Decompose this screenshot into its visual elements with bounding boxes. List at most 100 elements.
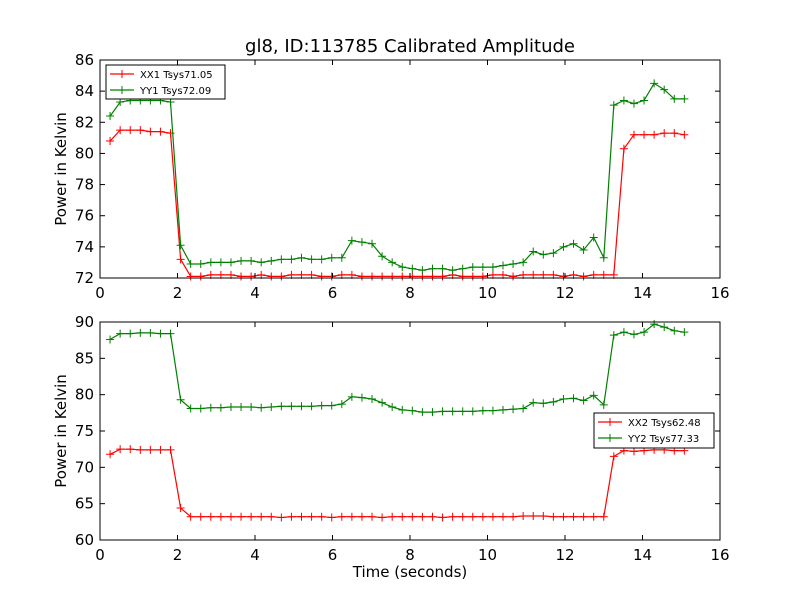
top-point-marker <box>509 259 518 268</box>
bottom-point-marker <box>206 512 215 521</box>
bottom-y-tick-label: 90 <box>75 313 94 331</box>
bottom-point-marker <box>176 395 185 404</box>
top-point-marker <box>478 272 487 281</box>
bottom-point-marker <box>428 512 437 521</box>
bottom-point-marker <box>196 404 205 413</box>
bottom-legend-label-yy2: YY2 Tsys77.33 <box>627 434 699 445</box>
bottom-point-marker <box>357 393 366 402</box>
top-point-marker <box>378 272 387 281</box>
bottom-point-marker <box>136 328 145 337</box>
bottom-y-tick-label: 65 <box>75 495 94 513</box>
top-point-marker <box>458 264 467 273</box>
bottom-point-marker <box>327 513 336 522</box>
top-ticks-layer: 0 2 4 6 8 10 12 14 16 72 74 76 78 80 82 84 86 <box>75 51 730 302</box>
top-point-marker <box>398 263 407 272</box>
top-point-marker <box>237 272 246 281</box>
top-point-marker <box>589 233 598 242</box>
bottom-point-marker <box>216 403 225 412</box>
bottom-y-tick-label: 85 <box>75 349 94 367</box>
bottom-point-marker <box>317 401 326 410</box>
bottom-point-marker <box>609 452 618 461</box>
top-x-tick-label: 4 <box>250 284 260 302</box>
top-point-marker <box>499 261 507 270</box>
bottom-point-marker <box>418 408 427 417</box>
top-y-tick-label: 80 <box>75 144 94 162</box>
bottom-point-marker <box>277 513 286 522</box>
top-legend-label-yy1: YY1 Tsys72.09 <box>139 86 211 97</box>
bottom-legend-marker-xx2 <box>606 418 614 426</box>
top-point-marker <box>267 272 276 281</box>
top-point-marker <box>337 253 346 262</box>
top-x-tick-label: 12 <box>555 284 574 302</box>
bottom-point-marker <box>116 329 125 338</box>
x-axis-label: Time (seconds) <box>352 563 468 581</box>
bottom-point-marker <box>488 406 497 415</box>
bottom-point-marker <box>347 512 356 521</box>
top-point-marker <box>629 130 638 139</box>
top-point-marker <box>650 79 659 88</box>
top-point-marker <box>468 263 477 272</box>
top-point-marker <box>629 99 638 108</box>
bottom-point-marker <box>448 512 457 521</box>
top-point-marker <box>438 264 447 273</box>
bottom-point-marker <box>499 405 507 414</box>
top-point-marker <box>297 253 306 262</box>
bottom-point-marker <box>327 401 336 410</box>
bottom-point-marker <box>388 403 397 412</box>
bottom-point-marker <box>277 402 286 411</box>
bottom-series-line-1 <box>109 323 685 413</box>
bottom-point-marker <box>368 395 377 404</box>
top-point-marker <box>680 94 689 103</box>
bottom-x-tick-label: 16 <box>710 546 729 564</box>
top-point-marker <box>670 129 679 138</box>
top-point-marker <box>277 272 286 281</box>
top-point-marker <box>196 272 205 281</box>
bottom-point-marker <box>146 328 155 337</box>
bottom-point-marker <box>579 512 588 521</box>
bottom-point-marker <box>589 391 598 400</box>
bottom-point-marker <box>509 512 518 521</box>
top-point-marker <box>599 253 608 262</box>
top-x-tick-label: 8 <box>405 284 415 302</box>
bottom-point-marker <box>408 406 417 415</box>
bottom-x-tick-label: 0 <box>95 546 105 564</box>
bottom-point-marker <box>468 407 477 416</box>
top-legend-label-xx1: XX1 Tsys71.05 <box>140 70 213 81</box>
bottom-x-tick-label: 6 <box>328 546 338 564</box>
top-point-marker <box>378 252 387 261</box>
top-point-marker <box>549 249 558 258</box>
bottom-x-tick-label: 4 <box>250 546 260 564</box>
top-point-marker <box>106 112 115 121</box>
top-x-tick-label: 16 <box>710 284 729 302</box>
top-point-marker <box>357 272 366 281</box>
top-point-marker <box>660 129 669 138</box>
top-point-marker <box>458 272 467 281</box>
top-legend: XX1 Tsys71.05 YY1 Tsys72.09 <box>105 64 226 100</box>
bottom-legend-box <box>593 412 715 449</box>
bottom-point-marker <box>156 445 165 454</box>
top-x-tick-label: 10 <box>478 284 497 302</box>
bottom-point-marker <box>680 328 689 337</box>
bottom-point-marker <box>166 329 175 338</box>
top-point-marker <box>569 239 578 248</box>
bottom-point-marker <box>549 512 558 521</box>
bottom-point-marker <box>247 403 256 412</box>
top-series-1 <box>106 79 689 275</box>
bottom-point-marker <box>519 404 528 413</box>
bottom-point-marker <box>146 445 155 454</box>
bottom-series-1 <box>106 320 689 417</box>
bottom-point-marker <box>458 407 467 416</box>
top-point-marker <box>237 256 246 265</box>
top-point-marker <box>368 239 377 248</box>
bottom-point-marker <box>640 328 649 337</box>
bottom-point-marker <box>529 512 538 521</box>
top-point-marker <box>136 126 145 135</box>
top-point-marker <box>106 136 115 145</box>
bottom-point-marker <box>599 512 608 521</box>
top-point-marker <box>307 255 316 264</box>
top-point-marker <box>650 130 659 139</box>
top-y-tick-label: 76 <box>75 207 94 225</box>
bottom-point-marker <box>599 400 608 409</box>
top-point-marker <box>680 130 689 139</box>
top-point-marker <box>428 272 437 281</box>
